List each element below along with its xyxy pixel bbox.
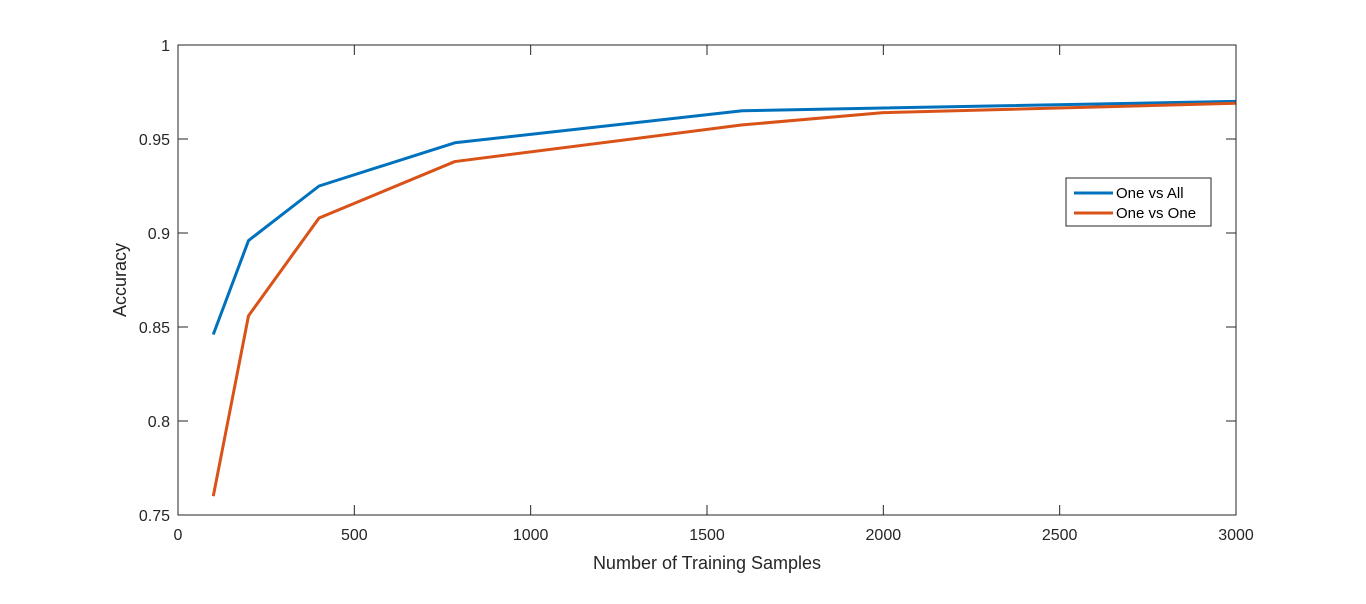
x-tick-label: 0: [174, 527, 183, 544]
x-tick-label: 2500: [1042, 527, 1078, 544]
x-tick-label: 1500: [689, 527, 725, 544]
x-tick-label: 2000: [866, 527, 902, 544]
legend-label-1: One vs All: [1116, 185, 1184, 202]
y-tick-label: 0.9: [148, 226, 170, 243]
y-tick-label: 0.8: [148, 414, 170, 431]
y-tick-label: 0.75: [139, 508, 170, 525]
y-axis-title: Accuracy: [110, 243, 130, 317]
ticks-layer: 0 500 1000 1500 2000 2500 3000 0.75 0.8 0.85 0.9 0.…: [139, 38, 1254, 544]
y-tick-label: 1: [161, 38, 170, 55]
series-line-2: [211, 101, 1237, 497]
legend: One vs All One vs One: [1065, 177, 1212, 227]
y-tick-label: 0.85: [139, 320, 170, 337]
x-axis-title: Number of Training Samples: [593, 553, 821, 573]
series-line-1: [211, 99, 1237, 336]
x-tick-label: 500: [341, 527, 368, 544]
x-tick-label: 3000: [1218, 527, 1254, 544]
y-tick-label: 0.95: [139, 132, 170, 149]
plot-area: [178, 45, 1236, 515]
legend-box: [1065, 177, 1212, 227]
x-tick-label: 1000: [513, 527, 549, 544]
series-layer: [211, 99, 1237, 497]
legend-label-2: One vs One: [1116, 205, 1196, 222]
